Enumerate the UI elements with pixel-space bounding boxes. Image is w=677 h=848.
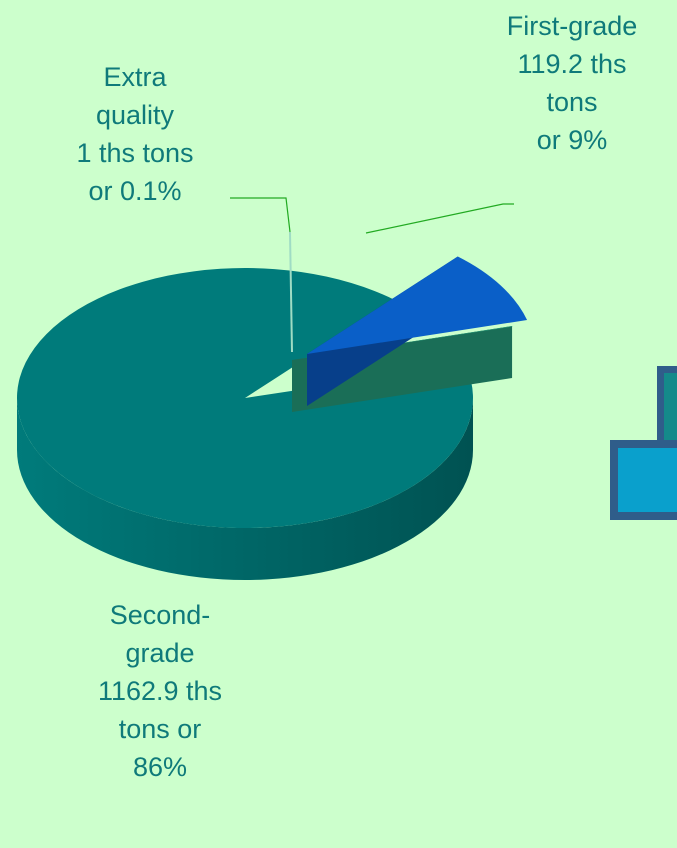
- slice-top-second-grade: [16, 267, 473, 528]
- label-first-line-2: 119.2 ths: [517, 49, 627, 79]
- label-second-line-3: 1162.9 ths: [97, 676, 223, 706]
- slice-side-second-grade: [17, 398, 473, 580]
- label-extra-line-1: Extra: [103, 62, 167, 92]
- label-second-line-1: Second-: [109, 600, 211, 630]
- label-extra-line-2: quality: [95, 100, 175, 130]
- slice-wall-extra-quality: [292, 326, 513, 412]
- label-first-grade: First-grade 119.2 ths tons or 9%: [472, 7, 672, 159]
- label-second-line-5: 86%: [132, 752, 188, 782]
- leader-line-extra-quality-stub: [289, 231, 293, 353]
- label-first-line-1: First-grade: [506, 11, 638, 41]
- label-second-grade: Second- grade 1162.9 ths tons or 86%: [55, 596, 265, 786]
- leader-line-extra-quality: [230, 197, 291, 233]
- label-second-line-2: grade: [125, 638, 195, 668]
- label-extra-quality: Extra quality 1 ths tons or 0.1%: [40, 58, 230, 210]
- leader-line-first-grade: [365, 203, 514, 234]
- slice-top-first-grade: [307, 256, 528, 354]
- label-extra-line-4: or 0.1%: [88, 176, 182, 206]
- label-second-line-4: tons or: [118, 714, 202, 744]
- label-first-line-3: tons: [546, 87, 598, 117]
- label-extra-line-3: 1 ths tons: [76, 138, 194, 168]
- decorative-square-front: [610, 440, 677, 520]
- label-first-line-4: or 9%: [536, 125, 608, 155]
